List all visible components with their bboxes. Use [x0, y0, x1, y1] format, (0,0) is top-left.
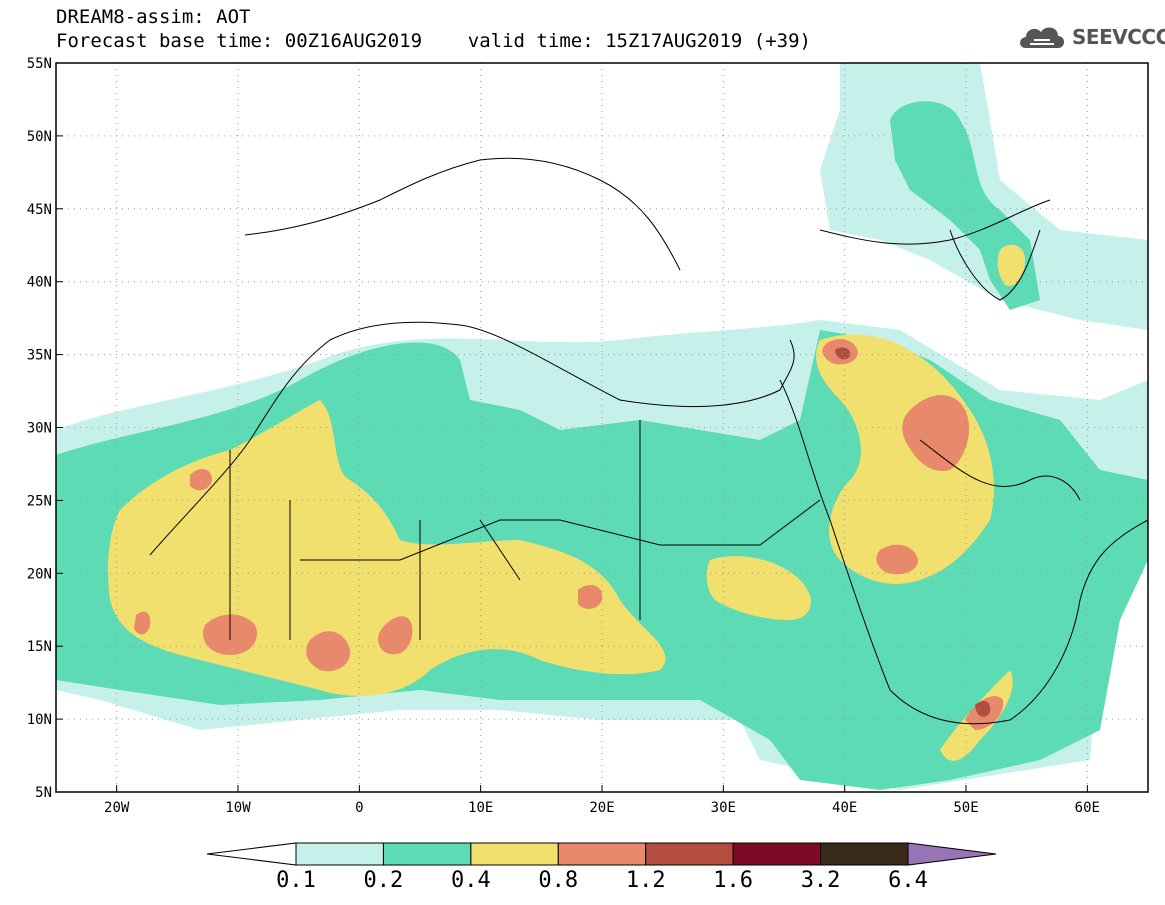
- colorbar: [206, 842, 997, 866]
- lat-tick-label: 30N: [27, 421, 52, 437]
- axis-ticks: 20W 10W 0 10E 20E 30E 40E 50E 60E 55N 50N 45N 40N 35N…: [27, 56, 1100, 816]
- colorbar-level-label: 0.8: [538, 868, 579, 893]
- colorbar-swatch: [732, 842, 822, 866]
- colorbar-level-label: 0.4: [450, 868, 491, 893]
- lon-tick-label: 50E: [953, 800, 978, 816]
- lat-tick-label: 20N: [27, 566, 52, 582]
- lon-tick-label: 20W: [104, 800, 130, 816]
- chart-title: DREAM8-assim: AOT: [56, 6, 251, 28]
- lon-tick-label: 30E: [711, 800, 736, 816]
- lon-tick-label: 60E: [1075, 800, 1100, 816]
- colorbar-level-label: 1.6: [713, 868, 754, 893]
- lat-tick-label: 35N: [27, 348, 52, 364]
- aot-band-1.2-a: [835, 347, 851, 360]
- cloud-icon: [1020, 27, 1064, 48]
- aot-band-0.8-e: [876, 544, 918, 575]
- chart-subtitle-times: Forecast base time: 00Z16AUG2019 valid t…: [56, 30, 811, 52]
- lat-tick-label: 40N: [27, 275, 52, 291]
- lon-tick-label: 40E: [832, 800, 857, 816]
- colorbar-arrow-high: [907, 842, 997, 866]
- lat-tick-label: 55N: [27, 56, 52, 72]
- colorbar-level-label: 3.2: [800, 868, 841, 893]
- logo-text: SEEVCCC: [1072, 25, 1165, 49]
- aot-band-0.8-d: [578, 585, 603, 609]
- colorbar-swatch: [645, 842, 734, 866]
- colorbar-level-label: 0.2: [363, 868, 404, 893]
- lat-tick-label: 15N: [27, 639, 52, 655]
- colorbar-swatch: [295, 842, 384, 866]
- aot-band-0.8-b: [306, 631, 351, 672]
- lon-tick-label: 0: [355, 800, 363, 816]
- aot-band-0.8-j: [134, 611, 151, 635]
- aot-band-0.8-i: [190, 468, 212, 491]
- lat-tick-label: 45N: [27, 202, 52, 218]
- aot-band-0.8-f: [902, 395, 970, 471]
- colorbar-swatch: [382, 842, 472, 866]
- colorbar-swatch: [557, 842, 647, 866]
- coastlines: [149, 157, 1148, 725]
- colorbar-level-label: 6.4: [888, 868, 928, 893]
- aot-band-0.4-caspian: [997, 244, 1025, 286]
- colorbar-level-label: 0.1: [276, 868, 316, 893]
- colorbar-level-label: 1.2: [625, 868, 666, 893]
- colorbar-swatch: [470, 842, 559, 866]
- colorbar-arrow-low: [206, 842, 297, 866]
- seevccc-logo: SEEVCCC: [1016, 22, 1165, 52]
- lon-tick-label: 20E: [589, 800, 614, 816]
- lon-tick-label: 10W: [225, 800, 251, 816]
- aot-band-1.2-b: [975, 700, 991, 717]
- lat-tick-label: 5N: [35, 785, 52, 801]
- lat-tick-label: 10N: [27, 712, 52, 728]
- colorbar-swatch: [820, 842, 909, 866]
- lat-tick-label: 50N: [27, 129, 52, 145]
- aot-band-0.8-c: [378, 616, 413, 655]
- lon-tick-label: 10E: [468, 800, 493, 816]
- aot-band-0.4-sudan: [706, 556, 811, 620]
- lat-tick-label: 25N: [27, 493, 52, 509]
